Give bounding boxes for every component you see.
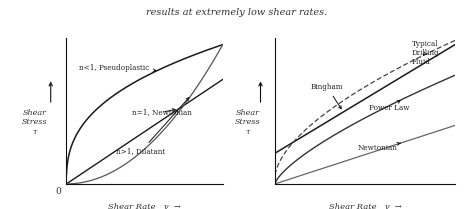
Text: Shear
Stress
τ: Shear Stress τ <box>235 109 261 136</box>
Text: n>1, Dilatant: n>1, Dilatant <box>117 98 189 155</box>
Text: n<1, Pseudoplastic: n<1, Pseudoplastic <box>79 64 156 72</box>
Text: Power Law: Power Law <box>369 101 409 112</box>
Text: Newtonian: Newtonian <box>358 143 401 153</box>
Text: Typical
Drilling
Fluid: Typical Drilling Fluid <box>412 40 439 66</box>
Text: 0: 0 <box>55 187 61 196</box>
Text: Shear Rate   γ  →: Shear Rate γ → <box>108 203 181 209</box>
Text: Shear
Stress
τ: Shear Stress τ <box>22 109 48 136</box>
Text: Shear Rate   γ  →: Shear Rate γ → <box>328 203 401 209</box>
Text: Bingham: Bingham <box>311 83 344 109</box>
Text: results at extremely low shear rates.: results at extremely low shear rates. <box>146 8 328 17</box>
Text: n=1, Newtonian: n=1, Newtonian <box>132 108 192 116</box>
